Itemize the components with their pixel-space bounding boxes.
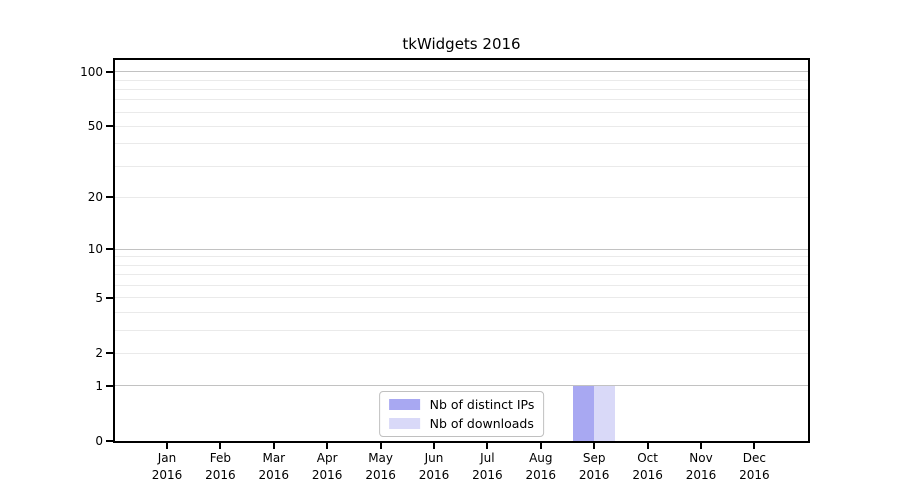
y-tick-mark xyxy=(106,248,113,251)
x-tick-mark xyxy=(326,443,329,449)
minor-gridline xyxy=(115,352,808,354)
x-axis-tick-label: Sep 2016 xyxy=(578,451,610,482)
minor-gridline xyxy=(115,111,808,113)
x-axis-tick-label: May 2016 xyxy=(365,451,396,482)
minor-gridline xyxy=(115,329,808,331)
x-axis-tick-label: Jan 2016 xyxy=(151,451,183,482)
x-axis-tick-label: Jun 2016 xyxy=(418,451,450,482)
x-axis-tick-label: Apr 2016 xyxy=(311,451,343,482)
x-axis-tick-label: Jul 2016 xyxy=(472,451,503,482)
minor-gridline xyxy=(115,143,808,145)
y-tick-mark xyxy=(106,296,113,299)
x-axis-tick-label: Oct 2016 xyxy=(632,451,663,482)
minor-gridline xyxy=(115,99,808,101)
minor-gridline xyxy=(115,256,808,258)
x-tick-mark xyxy=(166,443,168,449)
x-axis-tick-label: Dec 2016 xyxy=(739,451,770,482)
y-tick-mark xyxy=(106,125,113,128)
bar-downloads xyxy=(594,385,616,441)
y-tick-mark xyxy=(106,384,113,387)
x-tick-mark xyxy=(433,443,435,449)
y-axis-tick-label: 10 xyxy=(87,242,103,257)
bar-distinct-ips xyxy=(573,385,595,441)
minor-gridline xyxy=(115,264,808,266)
minor-gridline xyxy=(115,284,808,286)
major-gridline xyxy=(115,385,808,387)
x-tick-mark xyxy=(486,443,489,449)
minor-gridline xyxy=(115,88,808,90)
minor-gridline xyxy=(115,297,808,299)
x-axis-tick-label: Aug 2016 xyxy=(525,451,557,482)
y-axis-tick-label: 5 xyxy=(95,290,103,305)
legend-swatch xyxy=(388,399,420,410)
y-tick-mark xyxy=(106,352,113,355)
legend-item: Nb of downloads xyxy=(388,416,535,431)
x-axis-tick-label: Mar 2016 xyxy=(258,451,290,482)
major-gridline xyxy=(115,71,808,73)
legend-item: Nb of distinct IPs xyxy=(388,397,535,412)
minor-gridline xyxy=(115,274,808,276)
minor-gridline xyxy=(115,196,808,198)
x-tick-mark xyxy=(646,443,649,449)
x-tick-mark xyxy=(219,443,222,449)
minor-gridline xyxy=(115,79,808,81)
x-tick-mark xyxy=(593,443,596,449)
minor-gridline xyxy=(115,165,808,167)
y-axis-tick-label: 0 xyxy=(95,434,103,448)
y-tick-mark xyxy=(106,70,113,73)
x-tick-mark xyxy=(539,443,542,449)
y-axis-tick-label: 100 xyxy=(80,64,103,79)
x-axis-tick-label: Nov 2016 xyxy=(685,451,717,482)
y-tick-mark xyxy=(106,196,113,199)
legend-swatch xyxy=(388,418,420,429)
y-axis-tick-label: 20 xyxy=(87,190,103,205)
x-axis-tick-label: Feb 2016 xyxy=(205,451,236,482)
x-tick-mark xyxy=(753,443,756,449)
y-axis-tick-label: 1 xyxy=(95,378,103,393)
minor-gridline xyxy=(115,311,808,313)
x-tick-mark xyxy=(700,443,702,449)
legend-label: Nb of downloads xyxy=(429,416,534,431)
legend-label: Nb of distinct IPs xyxy=(429,397,535,412)
major-gridline xyxy=(115,248,808,250)
y-tick-mark xyxy=(106,440,113,442)
minor-gridline xyxy=(115,125,808,127)
chart-title: tkWidgets 2016 xyxy=(402,35,521,53)
x-tick-mark xyxy=(272,443,275,449)
y-axis-tick-label: 50 xyxy=(87,119,103,134)
plot-area: Nb of distinct IPs Nb of downloads xyxy=(113,58,810,443)
x-tick-mark xyxy=(379,443,382,449)
y-axis-tick-label: 2 xyxy=(95,346,103,361)
legend: Nb of distinct IPs Nb of downloads xyxy=(378,391,545,437)
